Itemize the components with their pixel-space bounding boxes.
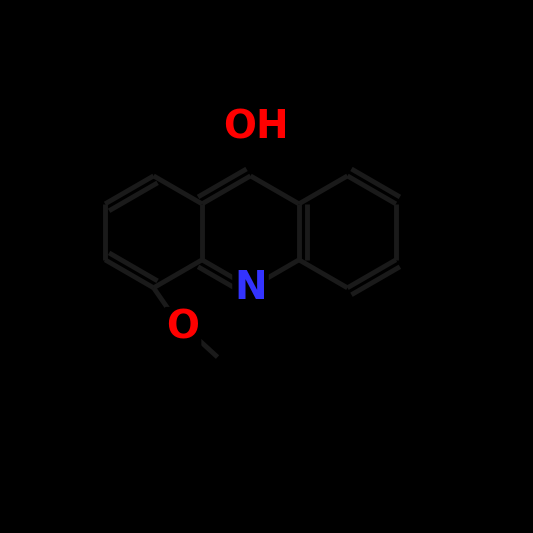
Text: OH: OH [223,109,289,147]
Text: O: O [166,309,199,347]
Text: N: N [234,269,267,307]
